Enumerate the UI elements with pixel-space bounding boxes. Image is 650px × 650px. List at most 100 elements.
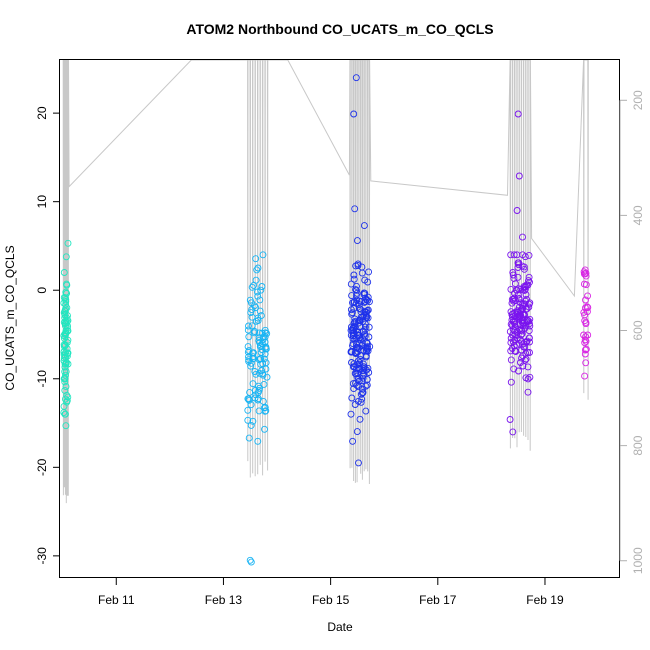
data-point: [358, 377, 366, 385]
x-tick-label: Feb 17: [419, 593, 457, 607]
data-point: [356, 323, 363, 331]
right-tick-label: 400: [631, 205, 645, 225]
data-point: [523, 295, 530, 303]
data-point: [64, 349, 72, 357]
data-point: [61, 307, 69, 315]
data-point: [254, 437, 262, 445]
data-point: [260, 380, 268, 388]
data-point: [520, 265, 528, 273]
data-point: [60, 269, 68, 276]
data-point: [356, 359, 364, 367]
data-point: [523, 305, 531, 313]
data-points: [60, 74, 592, 566]
data-point: [254, 395, 262, 403]
data-point: [362, 352, 370, 360]
data-point: [365, 369, 373, 376]
data-point: [254, 314, 262, 322]
data-point: [62, 422, 70, 430]
data-point: [358, 269, 366, 277]
data-point: [515, 261, 523, 269]
data-point: [60, 402, 68, 410]
data-point: [353, 428, 361, 436]
data-point: [360, 360, 367, 368]
y-tick-label: -30: [35, 547, 49, 565]
data-point: [347, 323, 355, 331]
data-point: [351, 205, 359, 213]
series-4: [580, 266, 592, 380]
data-point: [349, 340, 357, 348]
data-point: [63, 289, 71, 297]
data-point: [363, 344, 371, 352]
data-point: [352, 299, 360, 307]
data-point: [360, 289, 368, 297]
data-point: [254, 317, 262, 324]
data-point: [259, 251, 267, 259]
data-point: [347, 347, 355, 355]
data-point: [363, 376, 371, 383]
plot-frame: [59, 59, 620, 578]
data-point: [260, 333, 268, 341]
x-axis: Feb 11 Feb 13 Feb 15 Feb 17 Feb 19: [98, 578, 564, 607]
data-point: [355, 459, 362, 467]
data-point: [261, 425, 268, 433]
data-point: [582, 359, 590, 367]
data-point: [582, 337, 590, 345]
data-point: [256, 307, 264, 315]
x-tick-label: Feb 19: [526, 593, 564, 607]
data-point: [60, 334, 68, 342]
data-point: [582, 345, 590, 353]
data-point: [516, 325, 523, 333]
right-tick-label: 800: [631, 435, 645, 455]
data-point: [249, 417, 257, 425]
data-point: [250, 349, 257, 357]
data-point: [247, 558, 255, 566]
x-tick-label: Feb 11: [98, 593, 135, 607]
data-point: [515, 367, 522, 375]
data-point: [507, 339, 515, 347]
data-point: [524, 363, 532, 371]
data-point: [581, 336, 589, 344]
data-point: [511, 331, 519, 339]
data-point: [351, 401, 359, 408]
data-point: [63, 397, 71, 405]
data-point: [257, 360, 265, 368]
series-3: [506, 110, 534, 436]
data-point: [244, 348, 252, 356]
data-point: [348, 394, 356, 402]
data-point: [246, 388, 254, 396]
data-point: [365, 268, 373, 276]
data-point: [258, 283, 266, 290]
data-point: [360, 365, 368, 372]
data-point: [248, 306, 256, 314]
data-point: [349, 437, 357, 445]
data-point: [247, 421, 255, 429]
x-tick-label: Feb 13: [205, 593, 243, 607]
data-point: [511, 347, 519, 355]
data-point: [518, 338, 526, 346]
data-point: [347, 410, 355, 418]
data-point: [255, 386, 263, 394]
data-point: [581, 372, 589, 380]
pressure-line: [62, 60, 589, 504]
data-point: [580, 308, 588, 316]
data-point: [63, 391, 71, 399]
data-point: [62, 371, 69, 379]
data-point: [61, 386, 69, 394]
data-point: [245, 434, 253, 442]
y-tick-label: 10: [35, 195, 49, 209]
data-point: [580, 268, 588, 276]
data-point: [350, 110, 358, 118]
data-point: [252, 304, 260, 312]
data-point: [509, 331, 517, 339]
data-point: [515, 172, 523, 180]
data-point: [63, 318, 71, 326]
data-point: [581, 350, 589, 358]
data-point: [582, 318, 590, 326]
data-point: [259, 370, 266, 378]
data-point: [352, 74, 360, 82]
y-axis: -30 -20 -10 0 10 20: [35, 106, 60, 565]
data-point: [351, 323, 359, 330]
data-point: [521, 338, 529, 346]
data-point: [514, 273, 522, 281]
data-point: [583, 303, 591, 311]
